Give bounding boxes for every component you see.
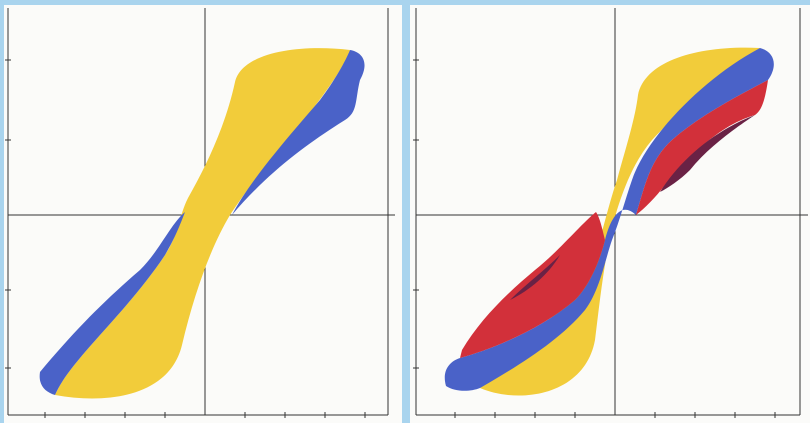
blue-region	[444, 48, 774, 391]
dark-red-region	[510, 255, 560, 300]
blue-region	[39, 212, 185, 395]
yellow-region	[55, 48, 350, 399]
red-region	[636, 80, 768, 215]
left-panel	[4, 5, 402, 423]
ticks	[5, 59, 366, 418]
blue-region	[232, 50, 365, 215]
dark-red-region	[660, 115, 755, 192]
frame	[415, 8, 801, 416]
right-panel	[410, 5, 810, 423]
ticks	[413, 59, 776, 418]
